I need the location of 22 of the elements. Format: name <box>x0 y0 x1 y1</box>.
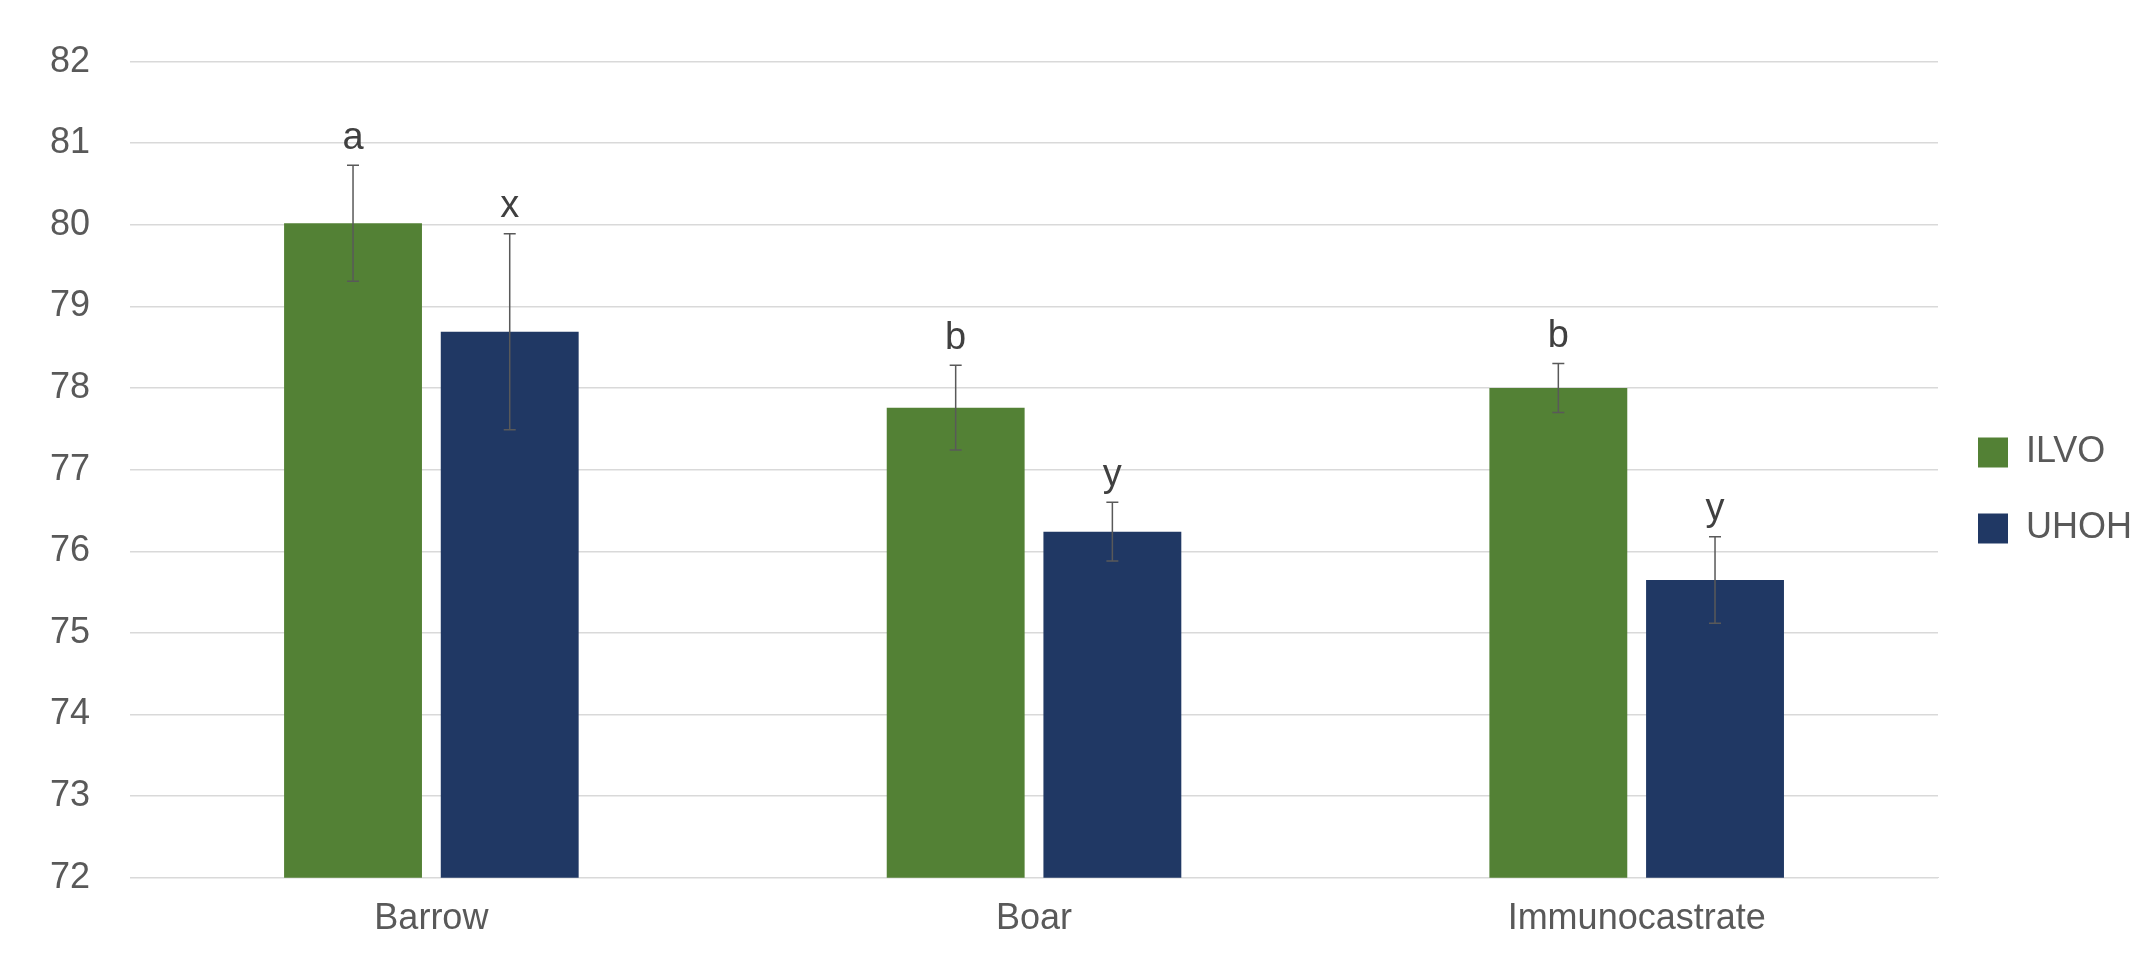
legend-label: ILVO <box>2026 429 2106 471</box>
y-tick-label: 75 <box>50 609 91 651</box>
data-label: y <box>1102 451 1122 494</box>
x-tick-label: Boar <box>996 896 1073 938</box>
x-tick-label: Barrow <box>374 896 490 938</box>
y-tick-label: 82 <box>50 38 91 80</box>
y-tick-label: 73 <box>50 773 91 815</box>
data-label: y <box>1705 486 1725 529</box>
y-tick-label: 80 <box>50 201 91 243</box>
y-tick-label: 76 <box>50 528 91 570</box>
y-tick-label: 72 <box>50 854 91 896</box>
data-label: b <box>1547 313 1569 356</box>
y-tick-label: 81 <box>50 120 91 162</box>
y-tick-label: 74 <box>50 691 91 733</box>
y-tick-label: 77 <box>50 446 91 488</box>
data-label: b <box>945 314 967 357</box>
y-tick-label: 79 <box>50 283 91 325</box>
y-tick-label: 78 <box>50 365 91 406</box>
data-label: a <box>342 114 365 157</box>
legend-label: UHOH <box>2026 505 2132 547</box>
data-label: x <box>500 183 520 226</box>
x-tick-label: Immunocastrate <box>1507 896 1766 938</box>
